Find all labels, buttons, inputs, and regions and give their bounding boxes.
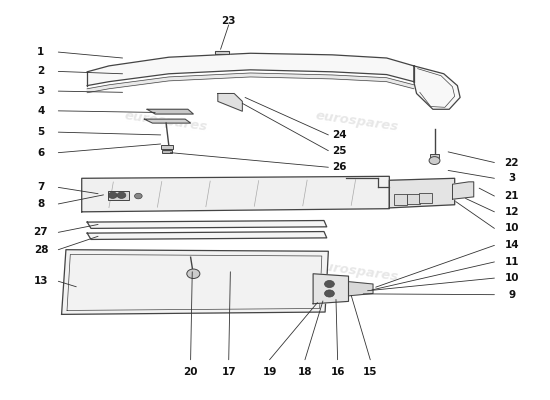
- Text: eurospares: eurospares: [314, 109, 399, 133]
- Text: 11: 11: [504, 257, 519, 267]
- Text: 23: 23: [222, 16, 236, 26]
- Bar: [394, 194, 407, 205]
- Text: 20: 20: [183, 366, 198, 376]
- Polygon shape: [218, 94, 243, 111]
- Text: 1: 1: [37, 47, 45, 57]
- Text: 17: 17: [222, 366, 236, 376]
- Text: eurospares: eurospares: [314, 259, 399, 283]
- Text: 4: 4: [37, 106, 45, 116]
- Text: 13: 13: [34, 276, 48, 286]
- Bar: [162, 150, 172, 154]
- Bar: [161, 145, 173, 149]
- Polygon shape: [82, 176, 389, 212]
- Text: 7: 7: [37, 182, 45, 192]
- Text: 3: 3: [508, 173, 515, 183]
- Text: 3: 3: [37, 86, 45, 96]
- Bar: [430, 154, 439, 158]
- Text: 12: 12: [504, 207, 519, 217]
- Bar: [419, 193, 432, 203]
- Text: 15: 15: [363, 366, 377, 376]
- Polygon shape: [147, 109, 194, 114]
- Text: 22: 22: [504, 158, 519, 168]
- Text: 28: 28: [34, 245, 48, 255]
- Bar: [108, 190, 129, 200]
- Polygon shape: [313, 274, 349, 304]
- Text: 21: 21: [504, 191, 519, 201]
- Text: 8: 8: [37, 199, 45, 209]
- Circle shape: [324, 290, 334, 297]
- Circle shape: [429, 157, 440, 164]
- Text: eurospares: eurospares: [124, 109, 208, 133]
- Polygon shape: [414, 66, 460, 109]
- Text: 9: 9: [508, 290, 515, 300]
- Circle shape: [324, 280, 334, 288]
- Text: 2: 2: [37, 66, 45, 76]
- Circle shape: [187, 269, 200, 278]
- Polygon shape: [87, 53, 414, 86]
- Circle shape: [135, 193, 142, 199]
- Text: 16: 16: [331, 366, 345, 376]
- Polygon shape: [144, 119, 191, 123]
- Polygon shape: [349, 282, 373, 296]
- Text: 14: 14: [504, 240, 519, 250]
- Polygon shape: [215, 51, 229, 54]
- Polygon shape: [87, 232, 327, 240]
- Text: 27: 27: [34, 227, 48, 237]
- Polygon shape: [87, 220, 327, 228]
- Text: 24: 24: [332, 130, 346, 140]
- Text: 26: 26: [332, 162, 346, 172]
- Text: 19: 19: [262, 366, 277, 376]
- Text: 10: 10: [504, 223, 519, 234]
- Text: 18: 18: [298, 366, 312, 376]
- Polygon shape: [87, 73, 414, 93]
- Bar: [407, 194, 420, 204]
- Text: 10: 10: [504, 273, 519, 283]
- Circle shape: [117, 192, 126, 198]
- Circle shape: [108, 192, 117, 198]
- Polygon shape: [389, 178, 455, 208]
- Polygon shape: [453, 182, 474, 199]
- Text: eurospares: eurospares: [124, 259, 208, 283]
- Polygon shape: [62, 250, 328, 314]
- Text: 6: 6: [37, 148, 45, 158]
- Text: 25: 25: [332, 146, 346, 156]
- Text: 5: 5: [37, 127, 45, 137]
